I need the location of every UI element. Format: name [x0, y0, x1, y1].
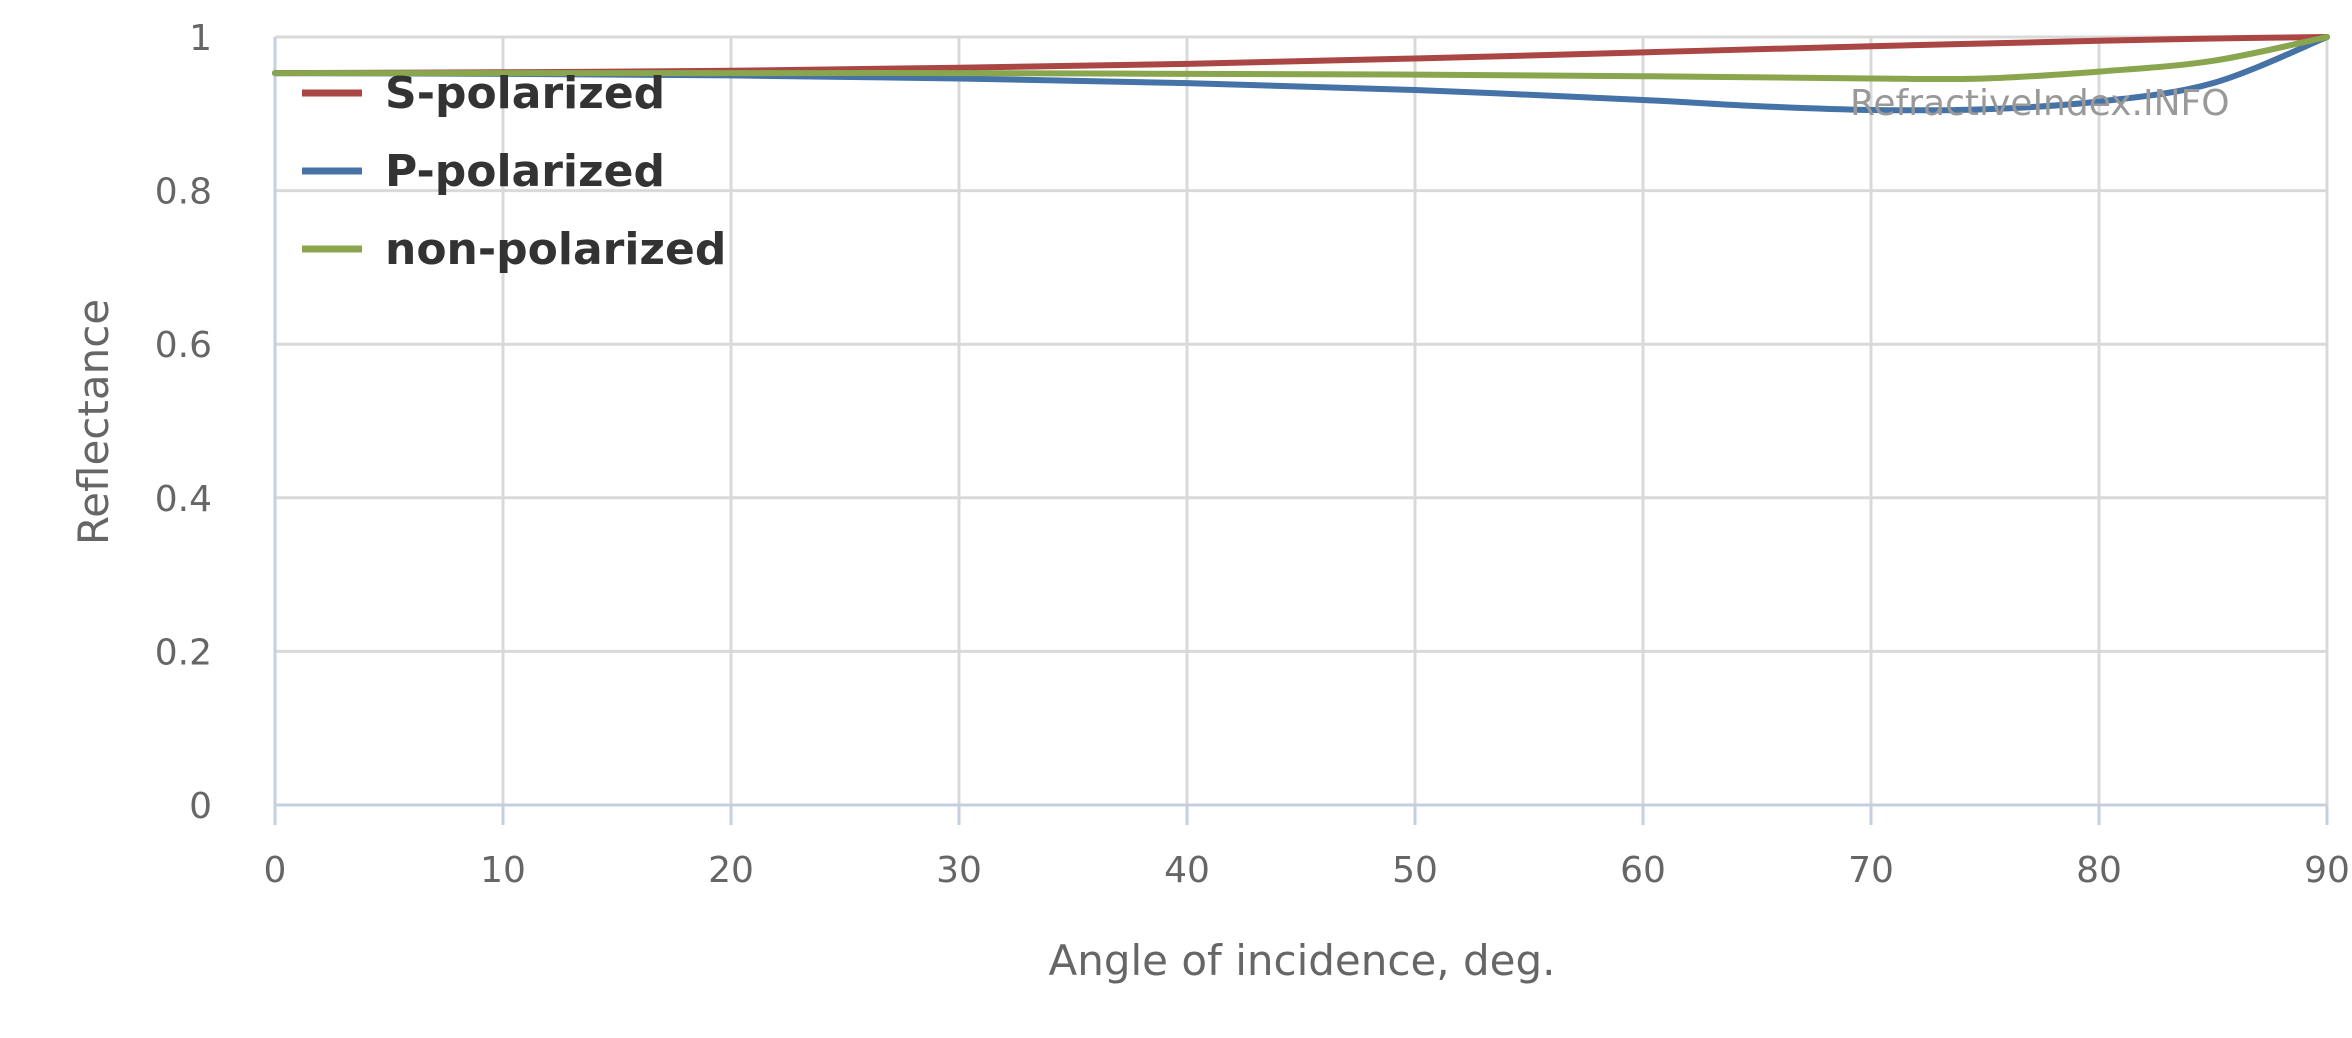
y-axis-title: Reflectance: [69, 299, 118, 545]
y-tick-label: 0.2: [155, 632, 212, 673]
legend-label: non-polarized: [385, 224, 726, 275]
x-tick-label: 10: [480, 850, 526, 891]
x-tick-label: 60: [1620, 850, 1666, 891]
legend-label: S-polarized: [385, 68, 665, 119]
legend-item-non-polarized[interactable]: non-polarized: [302, 224, 726, 275]
series-lines: [272, 34, 2330, 114]
axes: 00.20.40.60.810 10 20 30 40 50 60 70 80 90: [155, 18, 2350, 891]
y-tick-label: 0.8: [155, 172, 212, 213]
y-tick-label: 0.6: [155, 325, 212, 366]
series-line-non-polarized: [272, 34, 2330, 83]
x-tick-label: 70: [1848, 850, 1894, 891]
x-tick-label: 20: [708, 850, 754, 891]
x-tick-label: 30: [936, 850, 982, 891]
x-tick-label: 80: [2076, 850, 2122, 891]
x-tick-label: 0: [264, 850, 287, 891]
x-axis-title: Angle of incidence, deg.: [1048, 936, 1555, 985]
legend[interactable]: S-polarized P-polarized non-polarized: [302, 68, 726, 275]
legend-item-p-polarized[interactable]: P-polarized: [302, 146, 665, 197]
legend-label: P-polarized: [385, 146, 665, 197]
x-tick-label: 90: [2304, 850, 2350, 891]
x-tick-label: 50: [1392, 850, 1438, 891]
legend-item-s-polarized[interactable]: S-polarized: [302, 68, 665, 119]
y-tick-label: 0.4: [155, 479, 212, 520]
y-tick-label: 0: [189, 786, 212, 827]
y-tick-label: 1: [189, 18, 212, 59]
grid: [275, 35, 2329, 805]
x-tick-label: 40: [1164, 850, 1210, 891]
credit-label: RefractiveIndex.INFO: [1850, 83, 2230, 124]
